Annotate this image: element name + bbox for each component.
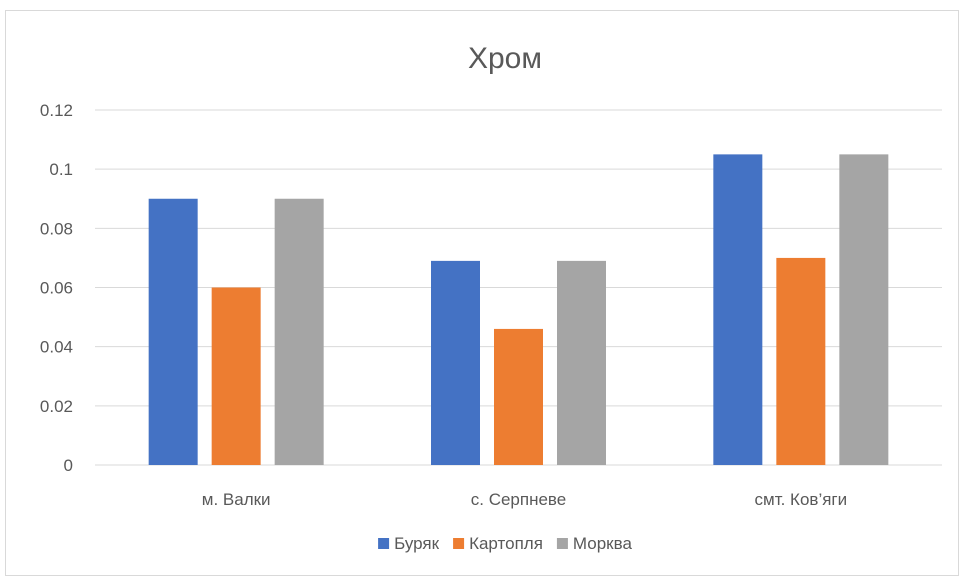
bar [839, 154, 889, 465]
x-category-label: с. Серпневе [471, 490, 566, 509]
bar [431, 260, 480, 465]
chart-title: Хром [468, 42, 542, 75]
bar [557, 260, 606, 465]
legend-label: Картопля [469, 534, 543, 553]
y-tick-label: 0 [64, 456, 73, 475]
x-category-label: смт. Ков’яги [755, 490, 848, 509]
bar [211, 287, 261, 465]
legend-item: Картопля [453, 534, 543, 553]
bar [494, 328, 543, 465]
y-tick-label: 0.04 [40, 338, 73, 357]
bars [148, 154, 889, 465]
legend-swatch [453, 538, 465, 549]
y-tick-label: 0.08 [40, 219, 73, 238]
legend-label: Морква [573, 534, 633, 553]
bar [274, 198, 324, 465]
bar [776, 257, 826, 465]
x-category-label: м. Валки [202, 490, 271, 509]
bar [713, 154, 763, 465]
legend-item: Морква [556, 534, 633, 553]
bar [148, 198, 198, 465]
y-tick-label: 0.1 [49, 160, 73, 179]
legend-item: Буряк [378, 534, 440, 553]
x-axis-categories: м. Валки с. Серпневе смт. Ков’яги [202, 490, 847, 509]
y-axis-ticks: 0 0.02 0.04 0.06 0.08 0.1 0.12 [40, 101, 73, 475]
y-tick-label: 0.12 [40, 101, 73, 120]
legend-label: Буряк [394, 534, 440, 553]
y-tick-label: 0.06 [40, 279, 73, 298]
y-tick-label: 0.02 [40, 397, 73, 416]
legend-swatch [556, 538, 568, 549]
legend: Буряк Картопля Морква [378, 534, 632, 553]
legend-swatch [378, 538, 390, 549]
